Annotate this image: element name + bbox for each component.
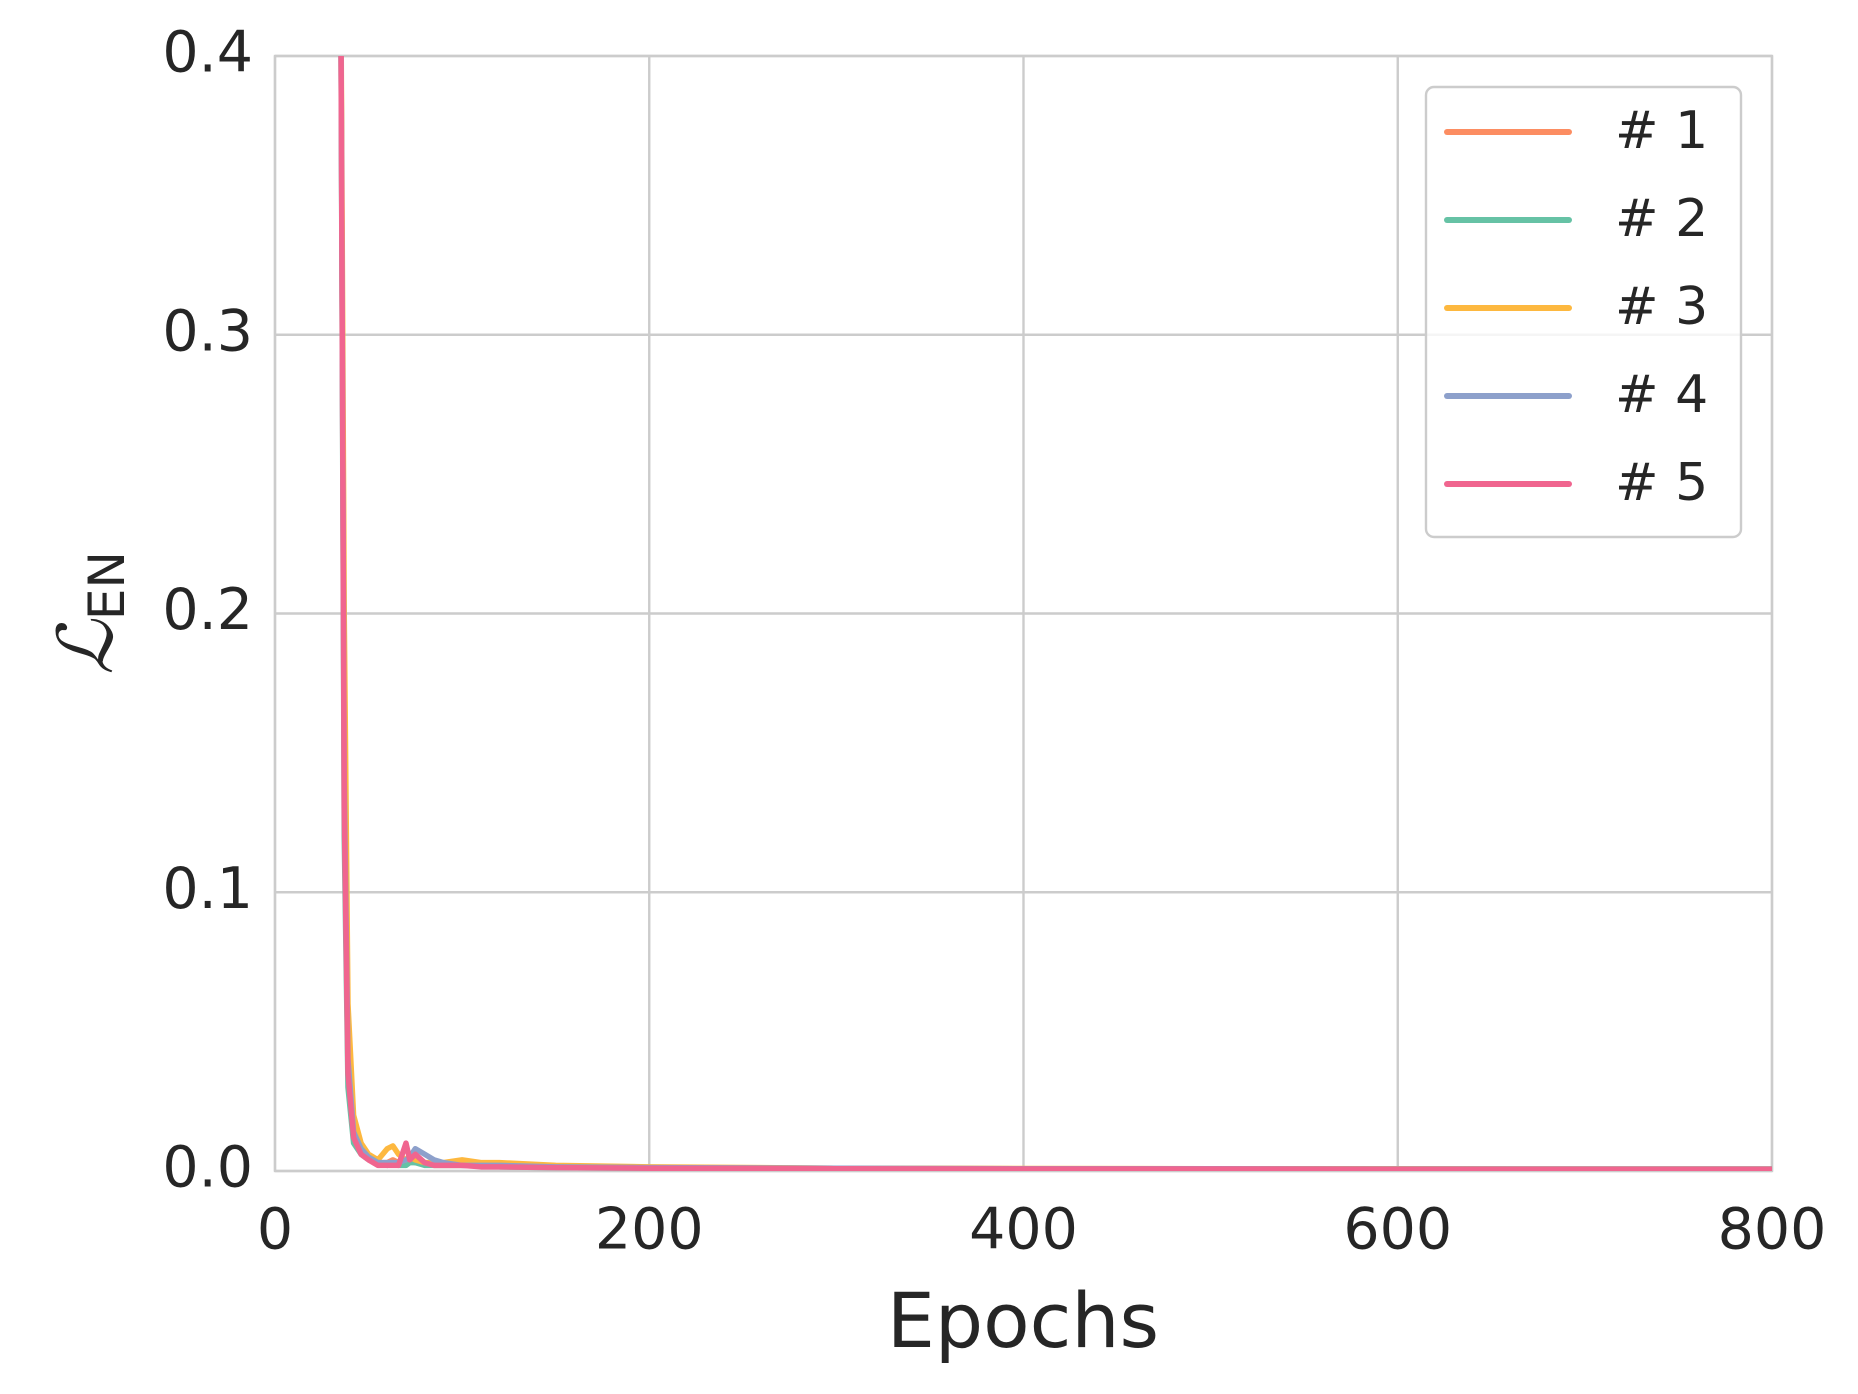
y-tick-label: 0.2 [162,577,253,643]
y-label-symbol: ℒ [41,618,130,675]
y-tick-label: 0.4 [162,20,253,86]
x-tick-label: 200 [595,1197,704,1263]
x-axis-label: Epochs [887,1276,1159,1365]
y-tick-label: 0.1 [162,856,253,922]
legend-label: # 2 [1615,189,1708,249]
x-tick-label: 600 [1343,1197,1452,1263]
x-tick-label: 400 [969,1197,1078,1263]
y-axis-label: ℒEN [41,551,136,675]
legend-label: # 5 [1615,453,1708,513]
legend-label: # 4 [1615,365,1708,425]
y-tick-label: 0.3 [162,298,253,364]
x-tick-label: 0 [257,1197,293,1263]
x-tick-label: 800 [1718,1197,1827,1263]
line-series [338,56,1772,1171]
y-label-subscript: EN [78,551,136,620]
legend-label: # 3 [1615,277,1708,337]
legend-box [1424,85,1743,539]
legend-label: # 1 [1615,101,1708,161]
y-tick-label: 0.0 [162,1135,253,1201]
